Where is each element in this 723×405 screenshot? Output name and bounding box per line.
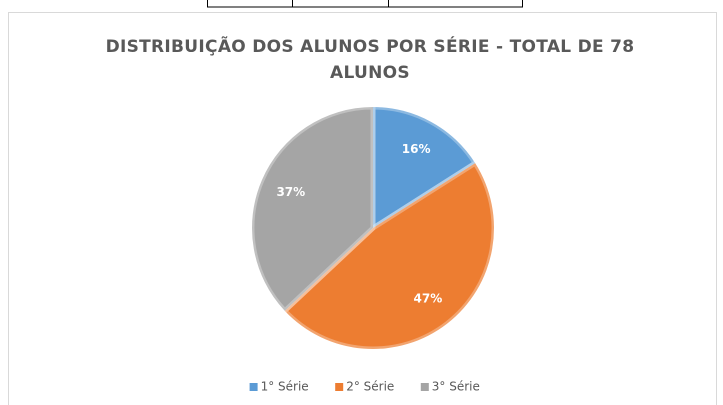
table-fragment xyxy=(207,0,523,8)
pie-slice xyxy=(249,104,376,314)
data-label: 47% xyxy=(414,291,443,305)
legend-label: 1° Série xyxy=(261,380,309,394)
legend-swatch xyxy=(420,383,429,391)
legend-label: 2° Série xyxy=(346,380,394,394)
legend-label: 3° Série xyxy=(432,380,480,394)
pie-slice xyxy=(370,104,478,231)
pie-slice xyxy=(282,160,497,352)
chart-border xyxy=(8,12,717,405)
legend-swatch xyxy=(249,383,258,391)
chart-title: DISTRIBUIÇÃO DOS ALUNOS POR SÉRIE - TOTA… xyxy=(105,37,635,83)
table-cell-row xyxy=(207,0,523,8)
data-label: 16% xyxy=(402,142,431,156)
data-label: 37% xyxy=(276,185,305,199)
legend-swatch xyxy=(335,383,344,391)
